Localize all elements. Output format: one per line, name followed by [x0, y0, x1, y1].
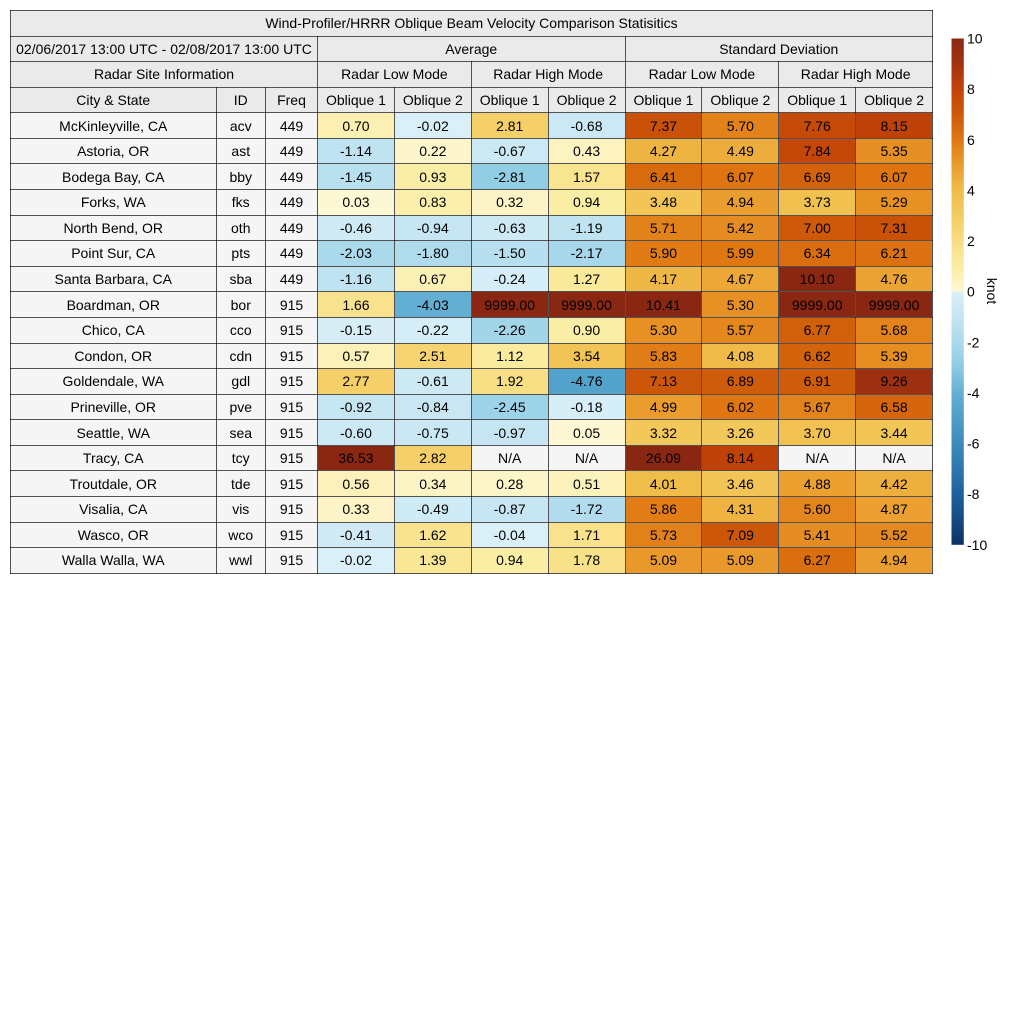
svg-text:-6: -6 [967, 436, 980, 452]
svg-text:8: 8 [967, 81, 975, 97]
svg-text:-8: -8 [967, 486, 980, 502]
svg-text:4: 4 [967, 182, 975, 198]
svg-text:0: 0 [967, 284, 975, 300]
svg-text:-10: -10 [967, 537, 987, 553]
svg-text:-4: -4 [967, 385, 980, 401]
svg-text:-2: -2 [967, 334, 980, 350]
svg-text:6: 6 [967, 132, 975, 148]
svg-text:2: 2 [967, 233, 975, 249]
svg-text:knot: knot [984, 278, 1000, 305]
svg-text:10: 10 [967, 31, 983, 47]
